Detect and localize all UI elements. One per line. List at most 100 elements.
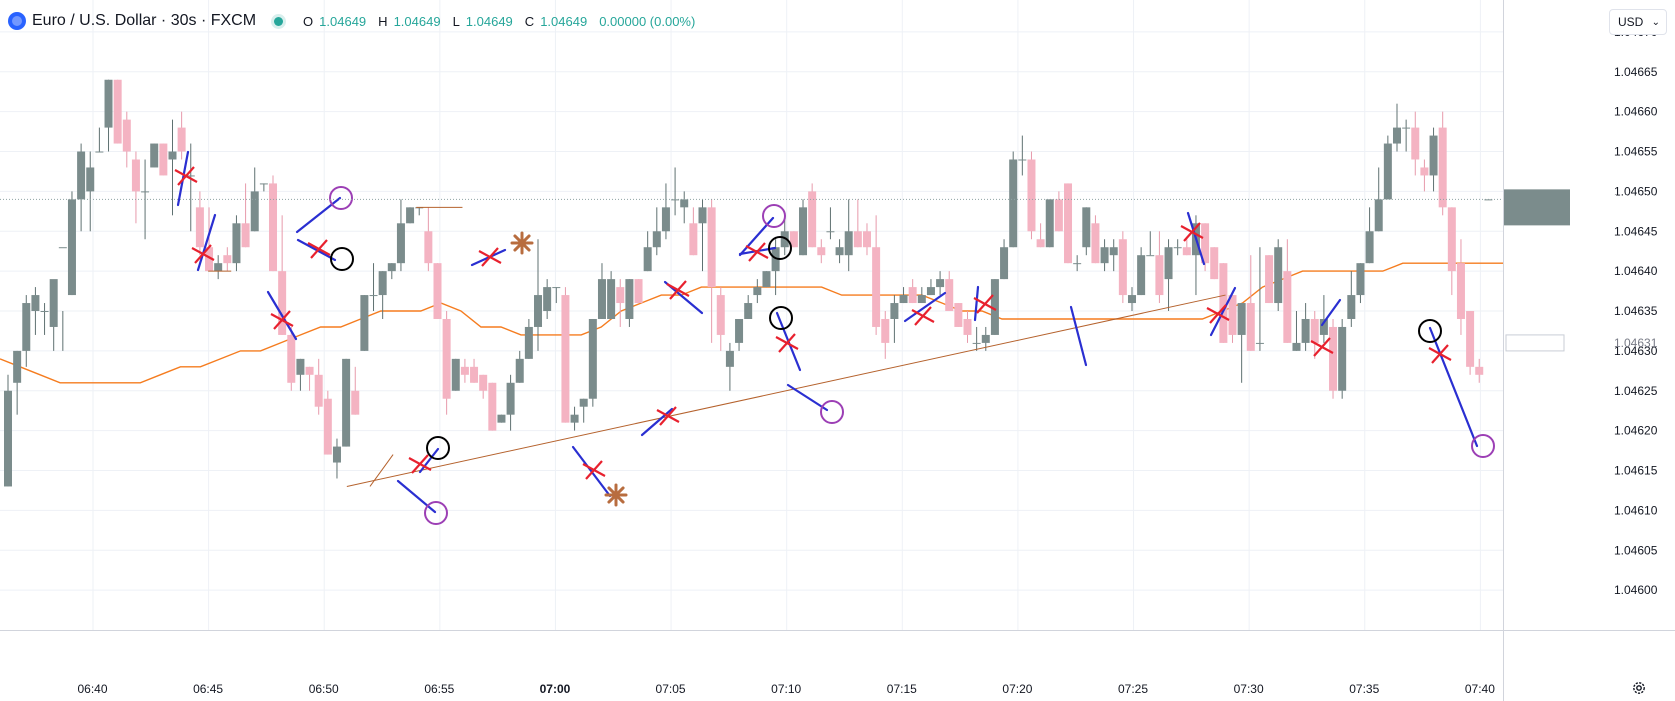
- candle-body: [369, 295, 378, 297]
- candle-body: [1210, 247, 1219, 280]
- candle-body: [862, 231, 871, 248]
- candle-body: [1182, 247, 1191, 256]
- annotation-cross: [914, 306, 932, 326]
- candle-body: [1265, 255, 1274, 304]
- moving-average-line: [0, 262, 1503, 384]
- candle-body: [597, 279, 606, 319]
- candle-body: [1411, 127, 1420, 160]
- candle-body: [1082, 207, 1091, 248]
- candle-body: [917, 295, 926, 304]
- candle-body: [552, 287, 561, 289]
- annotation-circle: [768, 236, 792, 260]
- candle-body: [1420, 167, 1429, 176]
- annotation-circle: [1471, 434, 1495, 458]
- candle-body: [1383, 143, 1392, 200]
- price-axis-label: 1.04630: [1614, 344, 1658, 358]
- candle-body: [744, 303, 753, 319]
- candle-body: [387, 263, 396, 272]
- annotation-segment: [266, 290, 298, 341]
- candle-body: [479, 374, 488, 391]
- annotation-circle: [330, 247, 354, 271]
- candle-body: [762, 271, 771, 288]
- candle-body: [735, 318, 744, 343]
- candle-body: [1301, 318, 1310, 343]
- annotation-circle: [424, 501, 448, 525]
- candle-body: [1155, 255, 1164, 296]
- candle-body: [470, 366, 479, 383]
- candle-body: [287, 334, 296, 383]
- annotation-segment: [640, 407, 674, 437]
- open-label: O: [303, 13, 314, 29]
- candle-body: [771, 247, 780, 272]
- price-axis-label: 1.04635: [1614, 304, 1658, 318]
- candle-body: [1118, 239, 1127, 296]
- gear-icon: [1633, 682, 1645, 694]
- candle-body: [1255, 342, 1264, 344]
- candle-body: [1475, 366, 1484, 375]
- time-axis-label: 07:15: [887, 682, 917, 696]
- candle-body: [835, 247, 844, 256]
- low-value: 1.04649: [465, 13, 513, 29]
- candle-body: [789, 231, 798, 248]
- annotation-segment: [295, 196, 342, 234]
- candle-body: [972, 342, 981, 344]
- annotation-cross: [1209, 304, 1227, 324]
- candle-body: [451, 358, 460, 391]
- time-axis-label: 07:05: [656, 682, 686, 696]
- candle-body: [1356, 263, 1365, 296]
- candle-body: [1447, 207, 1456, 272]
- candle-body: [1064, 183, 1073, 264]
- candle-body: [689, 223, 698, 256]
- candle-body: [95, 151, 104, 153]
- candle-body: [881, 318, 890, 343]
- candle-body: [534, 295, 543, 327]
- high-label: H: [378, 13, 388, 29]
- currency-selector[interactable]: USD ⌄: [1609, 9, 1667, 35]
- candle-body: [981, 334, 990, 343]
- candle-body: [1429, 135, 1438, 176]
- candle-body: [13, 350, 22, 383]
- annotation-segment: [786, 383, 829, 412]
- candle-body: [195, 207, 204, 248]
- annotation-segment: [1209, 286, 1237, 337]
- candle-body: [1438, 127, 1447, 208]
- candle-body: [205, 247, 214, 272]
- annotation-circle: [769, 306, 793, 330]
- chart-settings-button[interactable]: [1628, 677, 1650, 699]
- annotation-cross: [976, 294, 994, 314]
- currency-label: USD: [1618, 15, 1644, 29]
- annotation-circle: [820, 400, 844, 424]
- candle-body: [186, 175, 195, 177]
- candle-body: [936, 279, 945, 288]
- chevron-down-icon: ⌄: [1651, 16, 1660, 28]
- candle-body: [1109, 247, 1118, 256]
- price-axis-label: 1.04665: [1614, 65, 1658, 79]
- candle-body: [104, 79, 113, 128]
- candle-body: [259, 183, 268, 185]
- annotation-cross: [194, 244, 212, 264]
- annotation-segment: [1069, 305, 1088, 367]
- time-axis-label: 07:30: [1234, 682, 1264, 696]
- candle-body: [1392, 127, 1401, 144]
- candle-body: [1402, 127, 1411, 129]
- candle-body: [250, 191, 259, 232]
- symbol-title[interactable]: Euro / U.S. Dollar · 30s · FXCM: [32, 12, 257, 29]
- candle-body: [1045, 199, 1054, 248]
- time-axis-label: 07:40: [1465, 682, 1495, 696]
- candle-body: [141, 191, 150, 193]
- last-price-tag: [1504, 189, 1570, 226]
- annotation-segment: [903, 291, 947, 323]
- candle-body: [954, 303, 963, 327]
- candle-body: [661, 207, 670, 232]
- candle-body: [113, 79, 122, 144]
- candle-body: [223, 255, 232, 264]
- candle-body: [360, 295, 369, 351]
- candle-body: [1329, 326, 1338, 391]
- candle-body: [1018, 159, 1027, 161]
- candle-body: [488, 382, 497, 431]
- candle-body: [506, 382, 515, 415]
- annotation-cross: [1183, 222, 1201, 242]
- candle-body: [515, 358, 524, 383]
